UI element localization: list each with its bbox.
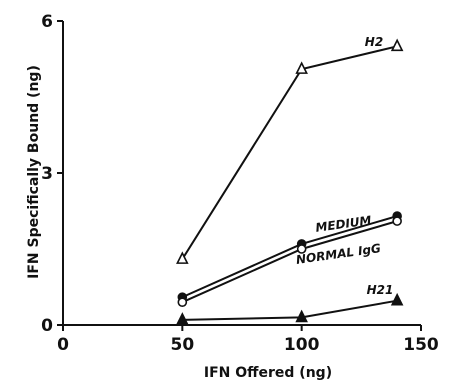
data-point-triangle	[390, 38, 404, 52]
series-label: H2	[365, 35, 383, 49]
x-tick-label: 100	[284, 335, 320, 355]
data-point-circle	[296, 244, 307, 254]
series-label: H21	[367, 283, 394, 297]
data-point-triangle	[390, 292, 404, 306]
data-point-triangle	[295, 61, 308, 74]
y-tick-label: 6	[41, 12, 53, 32]
series-label: NORMAL IgG	[295, 241, 382, 267]
series-line	[181, 220, 398, 304]
y-axis-title: IFN Specifically Bound (ng)	[26, 65, 42, 279]
data-point-circle	[177, 297, 188, 308]
series-line	[182, 299, 398, 321]
x-tick-label: 150	[403, 335, 439, 355]
data-point-triangle	[176, 312, 189, 325]
y-tick-label: 3	[41, 164, 53, 184]
x-axis-title: IFN Offered (ng)	[204, 365, 332, 381]
data-point-triangle	[176, 251, 189, 264]
series-lines	[181, 45, 398, 321]
x-tick-label: 50	[170, 335, 194, 355]
series-markers	[176, 38, 404, 325]
axes: 0 50 100 150 0 3 6	[41, 12, 439, 355]
y-tick-label: 0	[41, 316, 53, 336]
data-point-circle	[392, 216, 402, 226]
x-tick-label: 0	[57, 335, 69, 355]
data-point-triangle	[295, 309, 308, 323]
